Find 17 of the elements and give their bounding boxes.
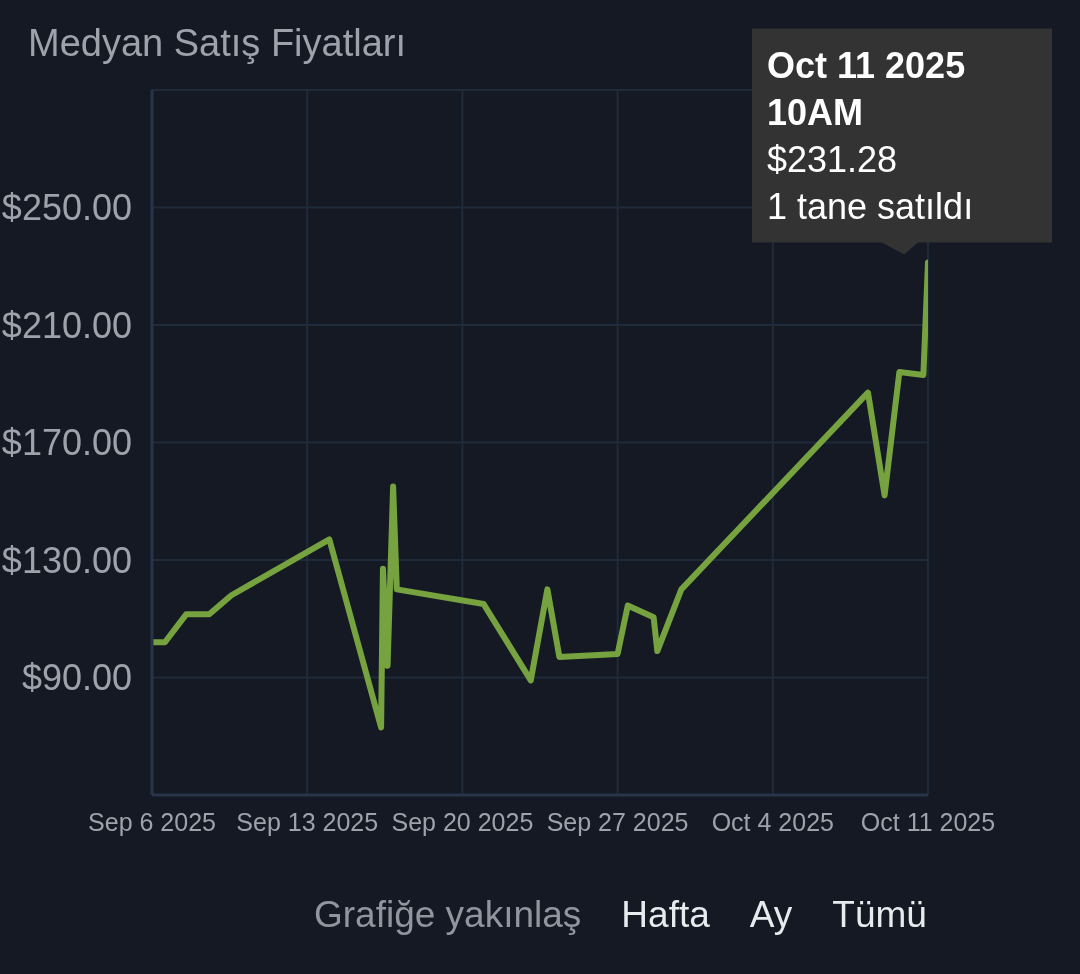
text: Grafiğe yakınlaş — [314, 893, 582, 937]
x-tick-label: Sep 13 2025 — [236, 807, 379, 836]
annotation: Oct 11 2025 10AM $231.28 1 tane satıldı — [767, 44, 975, 230]
x-tick-label: Sep 27 2025 — [546, 807, 689, 836]
y-tick-label: $130.00 — [1, 539, 132, 581]
x-tick-label: Sep 20 2025 — [391, 807, 534, 836]
text: Ay — [749, 893, 793, 937]
y-tick-label: $210.00 — [1, 304, 132, 346]
y-tick-label: $90.00 — [21, 657, 132, 699]
text: Tümü — [832, 893, 927, 937]
y-tick-label: $170.00 — [1, 422, 132, 464]
x-tick-label: Oct 11 2025 — [860, 807, 996, 836]
chart-title: Medyan Satış Fiyatları — [28, 21, 407, 66]
x-tick-label: Oct 4 2025 — [711, 807, 834, 836]
x-tick-label: Sep 6 2025 — [88, 807, 216, 836]
y-tick-label: $250.00 — [1, 187, 132, 229]
text: Hafta — [621, 893, 710, 937]
